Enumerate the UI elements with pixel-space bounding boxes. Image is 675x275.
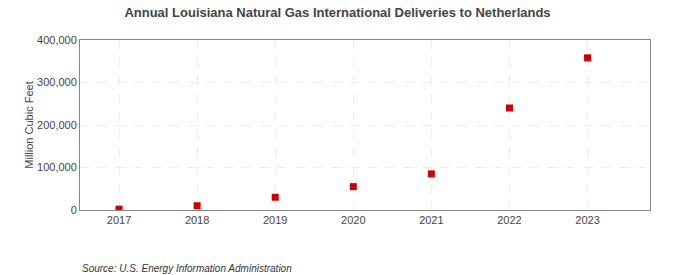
svg-text:Million Cubic Feet: Million Cubic Feet: [23, 81, 35, 168]
svg-text:2018: 2018: [185, 214, 209, 226]
svg-text:100,000: 100,000: [37, 161, 77, 173]
svg-text:2020: 2020: [341, 214, 365, 226]
svg-text:Source: U.S. Energy Informatio: Source: U.S. Energy Information Administ…: [82, 263, 292, 274]
svg-text:2017: 2017: [107, 214, 131, 226]
svg-text:0: 0: [71, 204, 77, 216]
svg-text:300,000: 300,000: [37, 76, 77, 88]
svg-text:2022: 2022: [497, 214, 521, 226]
svg-text:2019: 2019: [263, 214, 287, 226]
svg-text:400,000: 400,000: [37, 34, 77, 46]
svg-text:Annual Louisiana Natural Gas I: Annual Louisiana Natural Gas Internation…: [124, 5, 550, 20]
svg-text:2021: 2021: [419, 214, 443, 226]
svg-text:200,000: 200,000: [37, 119, 77, 131]
svg-text:2023: 2023: [575, 214, 599, 226]
